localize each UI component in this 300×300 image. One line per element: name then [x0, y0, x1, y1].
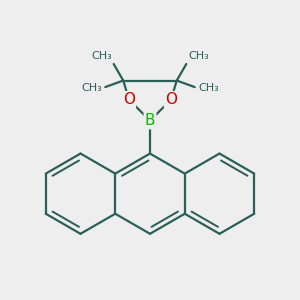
Text: O: O [165, 92, 177, 107]
Text: CH₃: CH₃ [198, 83, 219, 93]
Text: B: B [145, 113, 155, 128]
Text: O: O [123, 92, 135, 107]
Text: CH₃: CH₃ [91, 51, 112, 61]
Text: CH₃: CH₃ [188, 51, 209, 61]
Text: CH₃: CH₃ [81, 83, 102, 93]
